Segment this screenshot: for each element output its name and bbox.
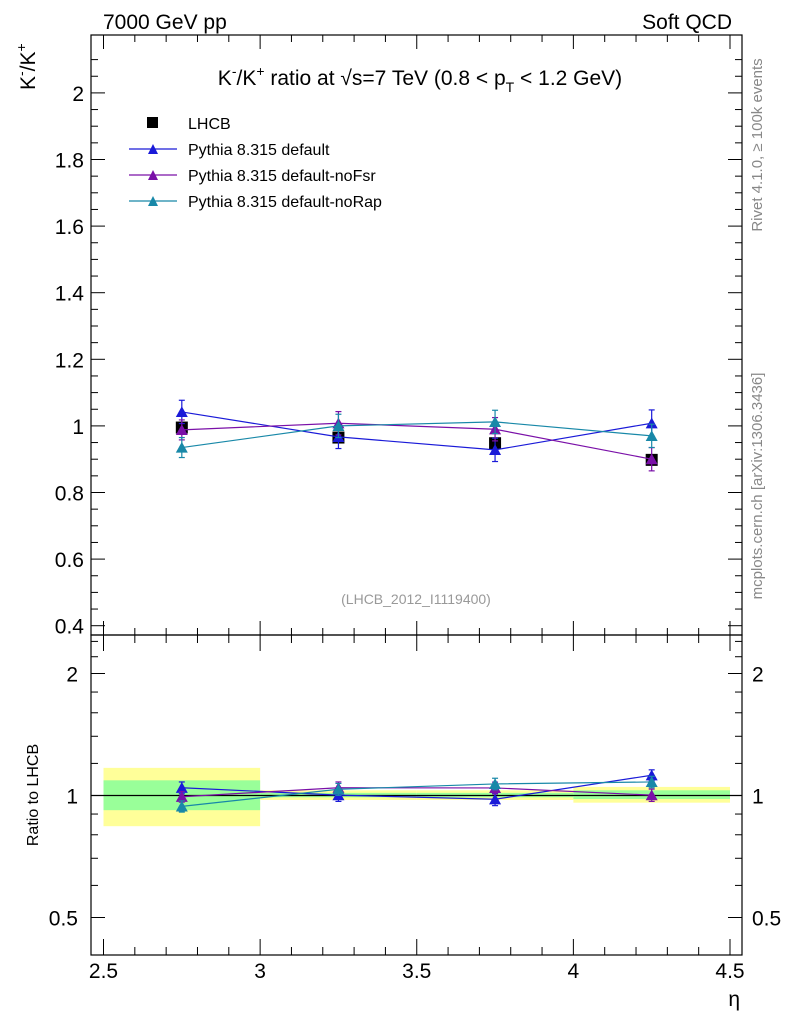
data-point-noRap (645, 430, 658, 441)
data-point-default (489, 444, 502, 455)
title-s: s=7 TeV (0.8 < p (352, 67, 506, 90)
source-note: mcplots.cern.ch [arXiv:1306.3436] (749, 373, 766, 600)
legend-marker-default (148, 144, 158, 154)
legend-label-lhcb: LHCB (188, 116, 231, 133)
series-line-noFsr (181, 422, 652, 460)
title-sqrt: √ (340, 67, 352, 90)
main-y-tick-label: 1.2 (55, 349, 84, 372)
title-k: K (218, 67, 232, 90)
legend: LHCB Pythia 8.315 default Pythia 8.315 d… (129, 116, 382, 211)
ratio-y-tick-label-left: 2 (66, 664, 78, 687)
main-y-axis: 0.4 0.6 0.8 1 1.2 1.4 1.6 1.8 2 (55, 35, 742, 639)
ratio-point-noFsr (175, 791, 188, 802)
main-y-tick-label: 0.6 (55, 549, 84, 572)
main-y-tick-label: 1 (72, 416, 84, 439)
ratio-point-default (175, 782, 188, 793)
main-y-tick-label: 0.4 (55, 616, 85, 639)
main-y-tick-label: 2 (72, 83, 84, 106)
ratio-y-tick-label-right: 2 (752, 664, 764, 687)
x-tick-label: 4 (568, 960, 580, 983)
ratio-y-tick-label-left: 0.5 (49, 908, 78, 931)
x-tick-label: 4.5 (715, 960, 744, 983)
plot-title: K-/K+ ratio at √s=7 TeV (0.8 < pT < 1.2 … (218, 63, 622, 95)
data-point-noFsr (645, 453, 658, 465)
x-tick-label: 3.5 (402, 960, 431, 983)
main-y-tick-label: 1.8 (55, 150, 84, 173)
data-point-noRap (332, 420, 345, 431)
main-y-tick-label: 1.6 (55, 216, 84, 239)
ylabel-sup2: + (13, 43, 29, 51)
ratio-y-axis: 0.5 0.5 1 1 2 2 (49, 640, 781, 931)
ylabel-k: K (17, 76, 40, 90)
main-series (175, 399, 658, 472)
x-axis-label: η (728, 988, 740, 1011)
analysis-id: (LHCB_2012_I1119400) (341, 591, 491, 607)
legend-marker-nofsr (148, 170, 158, 180)
title-sub: T (506, 79, 515, 95)
ratio-line-default (181, 774, 652, 800)
ratio-y-label: Ratio to LHCB (25, 744, 42, 846)
ratio-point-default (489, 793, 502, 805)
legend-marker-lhcb (147, 117, 158, 128)
series-line-default (181, 411, 652, 451)
ratio-point-default (645, 769, 658, 781)
data-point-default (645, 417, 658, 429)
ylabel-mid: /K (17, 51, 40, 71)
ylabel-sup1: - (13, 71, 29, 76)
data-point-noFsr (175, 424, 188, 435)
title-post: < 1.2 GeV) (514, 67, 622, 90)
x-tick-label: 3 (254, 960, 266, 983)
ratio-y-tick-label-right: 1 (752, 786, 764, 809)
x-tick-label: 2.5 (89, 960, 118, 983)
title-sup2: + (256, 63, 264, 79)
data-point-noRap (175, 441, 188, 453)
main-y-label: K-/K+ (13, 43, 40, 90)
ratio-point-noRap (332, 783, 345, 795)
main-y-tick-label: 1.4 (55, 283, 85, 306)
ratio-point-noFsr (645, 789, 658, 801)
rivet-note: Rivet 4.1.0, ≥ 100k events (749, 58, 766, 231)
legend-label-norap: Pythia 8.315 default-noRap (188, 194, 382, 211)
x-axis: 2.5 3 3.5 4 4.5 (89, 635, 745, 983)
ratio-y-tick-label-left: 1 (66, 786, 78, 809)
data-point-noRap (489, 416, 502, 428)
ratio-point-noRap (175, 800, 188, 812)
ratio-series (175, 769, 658, 813)
header-left: 7000 GeV pp (103, 11, 227, 34)
ratio-point-noRap (489, 778, 502, 790)
header-right: Soft QCD (642, 11, 732, 34)
title-ratio: ratio at (265, 67, 341, 90)
data-point-default (175, 406, 188, 418)
ratio-frame (90, 634, 743, 956)
ratio-line-noFsr (181, 787, 652, 798)
legend-label-default: Pythia 8.315 default (188, 142, 330, 159)
title-sup1: - (232, 63, 237, 79)
ratio-line-noRap (181, 781, 652, 807)
ratio-y-tick-label-right: 0.5 (752, 908, 781, 931)
title-mid: /K (236, 67, 256, 90)
legend-label-nofsr: Pythia 8.315 default-noFsr (188, 168, 376, 185)
series-line-noRap (181, 421, 652, 449)
main-y-tick-label: 0.8 (55, 483, 84, 506)
legend-marker-norap (148, 196, 158, 206)
ratio-point-noRap (645, 776, 658, 788)
